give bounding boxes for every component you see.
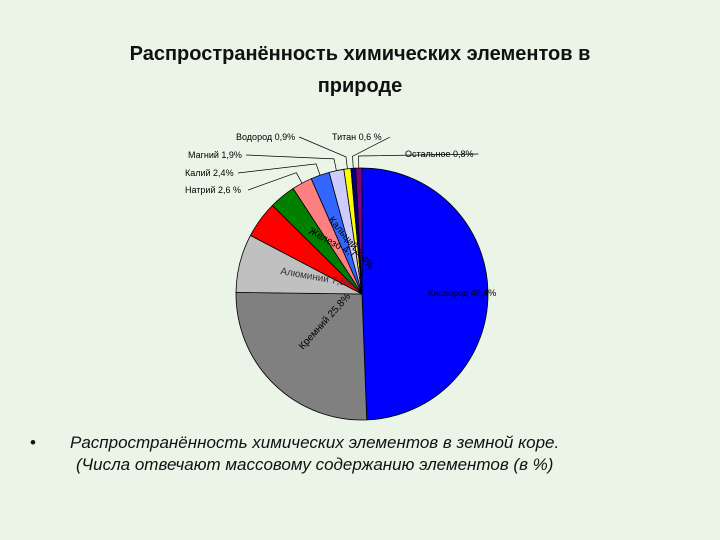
slice-label-титан: Титан 0,6 % xyxy=(332,132,382,142)
leader-line-натрий xyxy=(248,172,303,191)
leader-line-магний xyxy=(246,154,337,171)
leader-line-калий xyxy=(237,163,321,176)
leader-line-водород xyxy=(299,136,348,169)
caption-line-1: Распространённость химических элементов … xyxy=(70,433,560,452)
slice-label-водород: Водород 0,9% xyxy=(236,132,295,142)
slide-title-line-1: Распространённость химических элементов … xyxy=(129,43,591,65)
pie-chart: Кислород 49,4%Кремний 25,8%Алюминий 7,5%… xyxy=(185,132,496,421)
pie-slice-кислород xyxy=(361,167,489,421)
slice-label-натрий: Натрий 2,6 % xyxy=(185,185,241,195)
slide-title: Распространённость химических элементов … xyxy=(60,38,660,102)
pie-slice-остальное xyxy=(355,167,363,295)
leader-line-остальное xyxy=(358,153,479,169)
slice-label-кислород: Кислород 49,4% xyxy=(428,288,496,298)
pie-slice-кремний xyxy=(235,292,368,421)
slide-title-line-2: природе xyxy=(317,75,403,97)
slice-label-магний: Магний 1,9% xyxy=(188,150,242,160)
bullet-marker: • xyxy=(30,433,36,452)
caption-line-2: (Числа отвечают массовому содержанию эле… xyxy=(76,455,554,474)
slice-label-калий: Калий 2,4% xyxy=(185,168,234,178)
leader-line-титан xyxy=(352,136,391,169)
slice-label-остальное: Остальное 0,8% xyxy=(405,149,473,159)
